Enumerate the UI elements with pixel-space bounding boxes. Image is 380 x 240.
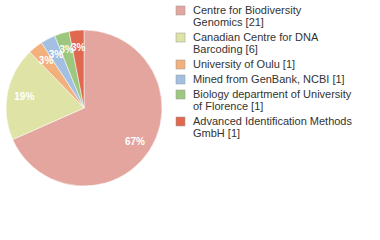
legend-label: University of Oulu [1] bbox=[193, 58, 295, 70]
legend-label: Canadian Centre for DNABarcoding [6] bbox=[193, 31, 319, 55]
data-label: 19% bbox=[14, 91, 34, 102]
legend-label: Mined from GenBank, NCBI [1] bbox=[193, 73, 345, 85]
legend-swatch bbox=[176, 117, 185, 126]
legend-label: Biology department of Universityof Flore… bbox=[193, 88, 352, 112]
data-label: 3% bbox=[71, 42, 86, 53]
legend-swatch bbox=[176, 90, 185, 99]
legend-swatch bbox=[176, 6, 185, 15]
chart: 67%19%3%3%3%3%Centre for BiodiversityGen… bbox=[0, 0, 380, 240]
legend-label: Centre for BiodiversityGenomics [21] bbox=[193, 4, 302, 28]
legend-swatch bbox=[176, 75, 185, 84]
legend-swatch bbox=[176, 60, 185, 69]
legend-swatch bbox=[176, 33, 185, 42]
data-label: 67% bbox=[125, 136, 145, 147]
legend: Centre for BiodiversityGenomics [21] Cana… bbox=[176, 4, 352, 139]
pie: 67%19%3%3%3%3% bbox=[6, 30, 162, 186]
legend-label: Advanced Identification MethodsGmbH [1] bbox=[193, 115, 352, 139]
